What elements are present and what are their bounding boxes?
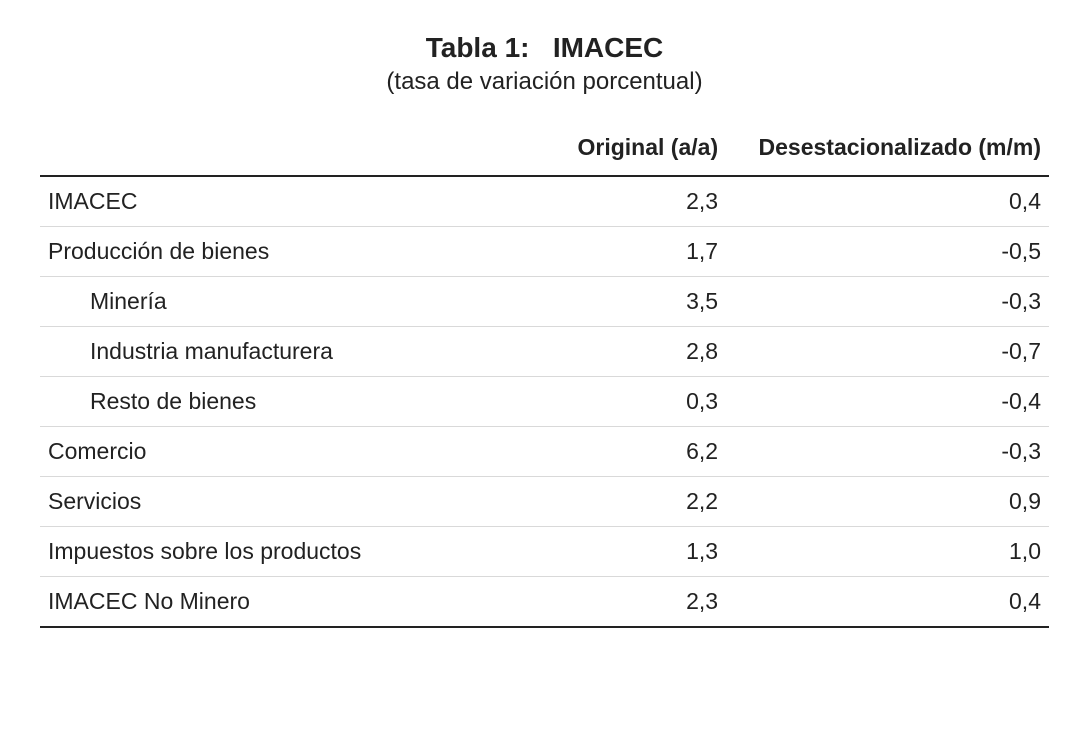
table-row: Impuestos sobre los productos1,31,0	[40, 527, 1049, 577]
table-row: IMACEC No Minero2,30,4	[40, 577, 1049, 628]
row-original: 3,5	[484, 277, 726, 327]
row-desestacionalizado: 0,4	[726, 176, 1049, 227]
col-header-original: Original (a/a)	[484, 124, 726, 176]
row-label: IMACEC No Minero	[40, 577, 484, 628]
row-desestacionalizado: -0,5	[726, 227, 1049, 277]
row-original: 0,3	[484, 377, 726, 427]
row-label: Comercio	[40, 427, 484, 477]
row-label: IMACEC	[40, 176, 484, 227]
col-header-desestacionalizado: Desestacionalizado (m/m)	[726, 124, 1049, 176]
row-label: Resto de bienes	[40, 377, 484, 427]
row-original: 2,3	[484, 577, 726, 628]
row-original: 2,3	[484, 176, 726, 227]
row-label: Servicios	[40, 477, 484, 527]
row-label: Producción de bienes	[40, 227, 484, 277]
row-label: Impuestos sobre los productos	[40, 527, 484, 577]
table-row: Minería3,5-0,3	[40, 277, 1049, 327]
row-desestacionalizado: -0,3	[726, 277, 1049, 327]
row-original: 6,2	[484, 427, 726, 477]
table-row: Producción de bienes1,7-0,5	[40, 227, 1049, 277]
row-desestacionalizado: 0,4	[726, 577, 1049, 628]
table-title: Tabla 1: IMACEC	[40, 30, 1049, 66]
row-original: 1,3	[484, 527, 726, 577]
row-desestacionalizado: 0,9	[726, 477, 1049, 527]
row-original: 2,2	[484, 477, 726, 527]
row-desestacionalizado: 1,0	[726, 527, 1049, 577]
table-title-block: Tabla 1: IMACEC (tasa de variación porce…	[40, 30, 1049, 96]
imacec-table: Original (a/a) Desestacionalizado (m/m) …	[40, 124, 1049, 628]
row-label: Minería	[40, 277, 484, 327]
row-original: 1,7	[484, 227, 726, 277]
title-main: IMACEC	[553, 32, 663, 63]
title-prefix: Tabla 1:	[426, 32, 530, 63]
row-desestacionalizado: -0,4	[726, 377, 1049, 427]
table-row: Servicios2,20,9	[40, 477, 1049, 527]
row-label: Industria manufacturera	[40, 327, 484, 377]
row-desestacionalizado: -0,3	[726, 427, 1049, 477]
col-header-label	[40, 124, 484, 176]
table-subtitle: (tasa de variación porcentual)	[40, 68, 1049, 96]
table-row: Industria manufacturera2,8-0,7	[40, 327, 1049, 377]
row-original: 2,8	[484, 327, 726, 377]
table-row: Resto de bienes0,3-0,4	[40, 377, 1049, 427]
table-row: IMACEC2,30,4	[40, 176, 1049, 227]
table-row: Comercio6,2-0,3	[40, 427, 1049, 477]
table-header-row: Original (a/a) Desestacionalizado (m/m)	[40, 124, 1049, 176]
row-desestacionalizado: -0,7	[726, 327, 1049, 377]
